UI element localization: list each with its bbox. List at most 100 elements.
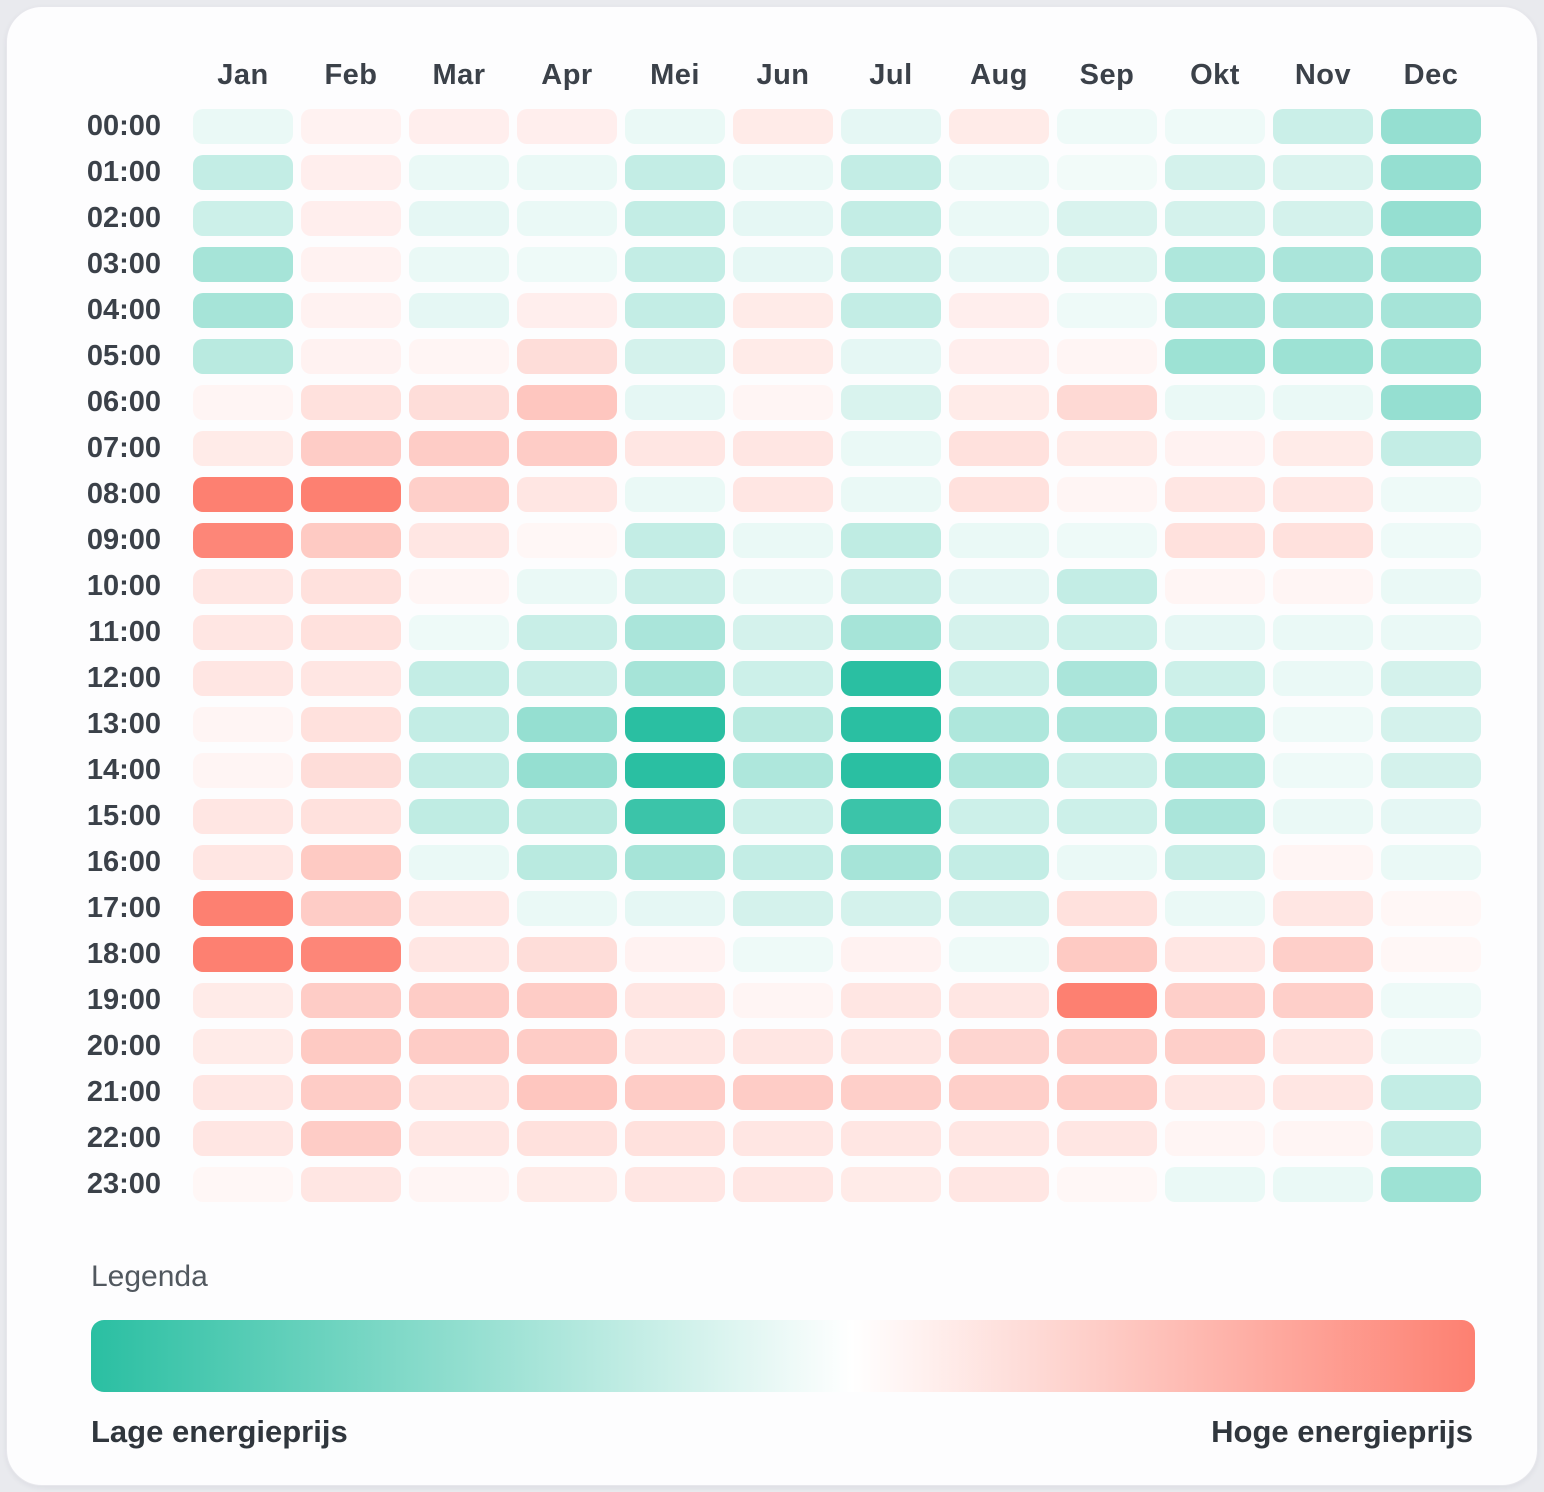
heatmap-cell-sep-0300[interactable] [1057, 247, 1157, 282]
heatmap-cell-aug-2200[interactable] [949, 1121, 1049, 1156]
heatmap-cell-sep-2000[interactable] [1057, 1029, 1157, 1064]
heatmap-cell-sep-2100[interactable] [1057, 1075, 1157, 1110]
heatmap-cell-sep-1900[interactable] [1057, 983, 1157, 1018]
heatmap-cell-feb-2300[interactable] [301, 1167, 401, 1202]
heatmap-cell-aug-1500[interactable] [949, 799, 1049, 834]
heatmap-cell-okt-0800[interactable] [1165, 477, 1265, 512]
heatmap-cell-sep-0900[interactable] [1057, 523, 1157, 558]
heatmap-cell-dec-1400[interactable] [1381, 753, 1481, 788]
heatmap-cell-jul-0300[interactable] [841, 247, 941, 282]
heatmap-cell-jun-2200[interactable] [733, 1121, 833, 1156]
heatmap-cell-apr-1100[interactable] [517, 615, 617, 650]
heatmap-cell-okt-1600[interactable] [1165, 845, 1265, 880]
heatmap-cell-jun-1500[interactable] [733, 799, 833, 834]
heatmap-cell-jun-0500[interactable] [733, 339, 833, 374]
heatmap-cell-okt-0500[interactable] [1165, 339, 1265, 374]
heatmap-cell-apr-1700[interactable] [517, 891, 617, 926]
heatmap-cell-jul-1400[interactable] [841, 753, 941, 788]
heatmap-cell-jul-0600[interactable] [841, 385, 941, 420]
heatmap-cell-dec-1300[interactable] [1381, 707, 1481, 742]
heatmap-cell-jan-2300[interactable] [193, 1167, 293, 1202]
heatmap-cell-sep-0500[interactable] [1057, 339, 1157, 374]
heatmap-cell-sep-0700[interactable] [1057, 431, 1157, 466]
heatmap-cell-sep-1700[interactable] [1057, 891, 1157, 926]
heatmap-cell-mar-0800[interactable] [409, 477, 509, 512]
heatmap-cell-mei-2300[interactable] [625, 1167, 725, 1202]
heatmap-cell-apr-0100[interactable] [517, 155, 617, 190]
heatmap-cell-jun-1900[interactable] [733, 983, 833, 1018]
heatmap-cell-aug-0300[interactable] [949, 247, 1049, 282]
heatmap-cell-jul-2000[interactable] [841, 1029, 941, 1064]
heatmap-cell-aug-1900[interactable] [949, 983, 1049, 1018]
heatmap-cell-mar-1300[interactable] [409, 707, 509, 742]
heatmap-cell-sep-1400[interactable] [1057, 753, 1157, 788]
heatmap-cell-dec-1100[interactable] [1381, 615, 1481, 650]
heatmap-cell-jan-0000[interactable] [193, 109, 293, 144]
heatmap-cell-mei-1400[interactable] [625, 753, 725, 788]
heatmap-cell-mar-2200[interactable] [409, 1121, 509, 1156]
heatmap-cell-mei-1600[interactable] [625, 845, 725, 880]
heatmap-cell-jul-1200[interactable] [841, 661, 941, 696]
heatmap-cell-jun-2000[interactable] [733, 1029, 833, 1064]
heatmap-cell-feb-1600[interactable] [301, 845, 401, 880]
heatmap-cell-dec-0000[interactable] [1381, 109, 1481, 144]
heatmap-cell-sep-1100[interactable] [1057, 615, 1157, 650]
heatmap-cell-mei-1900[interactable] [625, 983, 725, 1018]
heatmap-cell-apr-1800[interactable] [517, 937, 617, 972]
heatmap-cell-apr-1600[interactable] [517, 845, 617, 880]
heatmap-cell-jan-2200[interactable] [193, 1121, 293, 1156]
heatmap-cell-mar-0200[interactable] [409, 201, 509, 236]
heatmap-cell-mei-1200[interactable] [625, 661, 725, 696]
heatmap-cell-mar-0900[interactable] [409, 523, 509, 558]
heatmap-cell-sep-2200[interactable] [1057, 1121, 1157, 1156]
heatmap-cell-nov-2300[interactable] [1273, 1167, 1373, 1202]
heatmap-cell-apr-0900[interactable] [517, 523, 617, 558]
heatmap-cell-jul-0200[interactable] [841, 201, 941, 236]
heatmap-cell-okt-0200[interactable] [1165, 201, 1265, 236]
heatmap-cell-aug-2100[interactable] [949, 1075, 1049, 1110]
heatmap-cell-okt-2200[interactable] [1165, 1121, 1265, 1156]
heatmap-cell-aug-2000[interactable] [949, 1029, 1049, 1064]
heatmap-cell-jul-2200[interactable] [841, 1121, 941, 1156]
heatmap-cell-apr-2000[interactable] [517, 1029, 617, 1064]
heatmap-cell-nov-0500[interactable] [1273, 339, 1373, 374]
heatmap-cell-mei-1100[interactable] [625, 615, 725, 650]
heatmap-cell-mar-1600[interactable] [409, 845, 509, 880]
heatmap-cell-mar-1500[interactable] [409, 799, 509, 834]
heatmap-cell-dec-2000[interactable] [1381, 1029, 1481, 1064]
heatmap-cell-jul-0700[interactable] [841, 431, 941, 466]
heatmap-cell-aug-1100[interactable] [949, 615, 1049, 650]
heatmap-cell-feb-0700[interactable] [301, 431, 401, 466]
heatmap-cell-okt-1500[interactable] [1165, 799, 1265, 834]
heatmap-cell-apr-1200[interactable] [517, 661, 617, 696]
heatmap-cell-jun-0900[interactable] [733, 523, 833, 558]
heatmap-cell-mei-2000[interactable] [625, 1029, 725, 1064]
heatmap-cell-jul-1700[interactable] [841, 891, 941, 926]
heatmap-cell-mei-0100[interactable] [625, 155, 725, 190]
heatmap-cell-mei-2100[interactable] [625, 1075, 725, 1110]
heatmap-cell-dec-0400[interactable] [1381, 293, 1481, 328]
heatmap-cell-jun-0200[interactable] [733, 201, 833, 236]
heatmap-cell-feb-2200[interactable] [301, 1121, 401, 1156]
heatmap-cell-okt-0100[interactable] [1165, 155, 1265, 190]
heatmap-cell-jun-2100[interactable] [733, 1075, 833, 1110]
heatmap-cell-jun-1100[interactable] [733, 615, 833, 650]
heatmap-cell-aug-0800[interactable] [949, 477, 1049, 512]
heatmap-cell-sep-1200[interactable] [1057, 661, 1157, 696]
heatmap-cell-apr-1000[interactable] [517, 569, 617, 604]
heatmap-cell-okt-0600[interactable] [1165, 385, 1265, 420]
heatmap-cell-sep-1500[interactable] [1057, 799, 1157, 834]
heatmap-cell-dec-2100[interactable] [1381, 1075, 1481, 1110]
heatmap-cell-aug-1000[interactable] [949, 569, 1049, 604]
heatmap-cell-jul-0800[interactable] [841, 477, 941, 512]
heatmap-cell-aug-2300[interactable] [949, 1167, 1049, 1202]
heatmap-cell-dec-1600[interactable] [1381, 845, 1481, 880]
heatmap-cell-jun-2300[interactable] [733, 1167, 833, 1202]
heatmap-cell-aug-1800[interactable] [949, 937, 1049, 972]
heatmap-cell-nov-0600[interactable] [1273, 385, 1373, 420]
heatmap-cell-jul-0900[interactable] [841, 523, 941, 558]
heatmap-cell-okt-0700[interactable] [1165, 431, 1265, 466]
heatmap-cell-dec-1800[interactable] [1381, 937, 1481, 972]
heatmap-cell-jul-1500[interactable] [841, 799, 941, 834]
heatmap-cell-mei-1800[interactable] [625, 937, 725, 972]
